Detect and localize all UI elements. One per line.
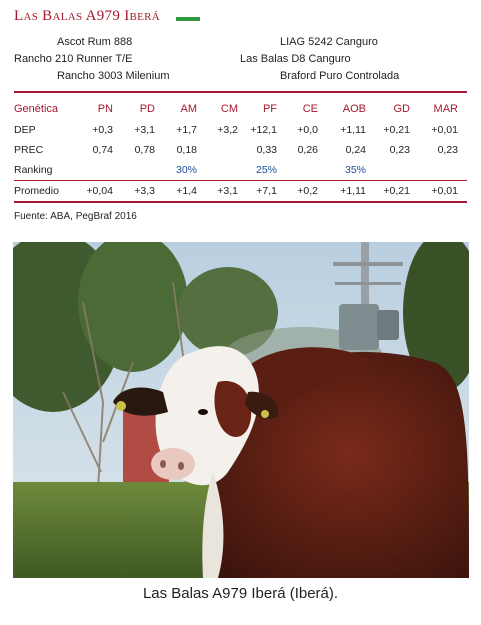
cell-promedio-cm: +3,1: [204, 185, 238, 197]
source-note: Fuente: ABA, PegBraf 2016: [14, 211, 137, 222]
title-accent-bar: [176, 17, 200, 21]
table-mid-rule: [14, 180, 467, 181]
pedigree-dam: Las Balas D8 Canguro: [240, 53, 351, 65]
cell-promedio-pn: +0,04: [79, 185, 113, 197]
cell-prec-ce: 0,26: [288, 144, 318, 156]
col-header-ce: CE: [288, 103, 318, 115]
cell-promedio-pd: +3,3: [121, 185, 155, 197]
pedigree-dam-sire: LIAG 5242 Canguro: [280, 36, 378, 48]
cell-prec-aob: 0,24: [332, 144, 366, 156]
cell-dep-cm: +3,2: [208, 124, 238, 136]
col-header-am: AM: [167, 103, 197, 115]
col-header-pf: PF: [247, 103, 277, 115]
cell-dep-pd: +3,1: [125, 124, 155, 136]
bull-photo: [13, 242, 469, 578]
cell-promedio-gd: +0,21: [376, 185, 410, 197]
cell-prec-pf: 0,33: [243, 144, 277, 156]
cell-dep-pf: +12,1: [243, 124, 277, 136]
cell-ranking-aob: 35%: [332, 164, 366, 176]
pedigree-dam-dam: Braford Puro Controlada: [280, 70, 399, 82]
cell-prec-gd: 0,23: [376, 144, 410, 156]
col-header-pn: PN: [83, 103, 113, 115]
cell-dep-gd: +0,21: [376, 124, 410, 136]
pedigree-sire: Rancho 210 Runner T/E: [14, 53, 132, 65]
col-header-pd: PD: [125, 103, 155, 115]
cell-ranking-pf: 25%: [243, 164, 277, 176]
cell-dep-aob: +1,11: [332, 124, 366, 136]
cell-promedio-pf: +7,1: [243, 185, 277, 197]
cell-prec-pn: 0,74: [83, 144, 113, 156]
table-bottom-rule: [14, 201, 467, 203]
col-header-cm: CM: [208, 103, 238, 115]
cell-dep-am: +1,7: [167, 124, 197, 136]
cell-dep-pn: +0,3: [83, 124, 113, 136]
cell-prec-pd: 0,78: [125, 144, 155, 156]
row-label-promedio: Promedio: [14, 185, 59, 197]
cell-prec-mar: 0,23: [424, 144, 458, 156]
row-label-dep: DEP: [14, 124, 36, 136]
photo-caption: Las Balas A979 Iberá (Iberá).: [0, 585, 481, 602]
cell-ranking-am: 30%: [167, 164, 197, 176]
cell-promedio-mar: +0,01: [424, 185, 458, 197]
table-header-label: Genética: [14, 103, 58, 115]
cell-promedio-aob: +1,11: [332, 185, 366, 197]
table-top-rule: [14, 91, 467, 93]
page-title: Las Balas A979 Iberá: [14, 8, 160, 25]
col-header-mar: MAR: [424, 103, 458, 115]
cell-promedio-ce: +0,2: [284, 185, 318, 197]
pedigree-sire-dam: Rancho 3003 Milenium: [57, 70, 170, 82]
cell-promedio-am: +1,4: [163, 185, 197, 197]
col-header-aob: AOB: [332, 103, 366, 115]
cell-dep-mar: +0,01: [424, 124, 458, 136]
col-header-gd: GD: [380, 103, 410, 115]
row-label-prec: PREC: [14, 144, 43, 156]
pedigree-sire-sire: Ascot Rum 888: [57, 36, 132, 48]
row-label-ranking: Ranking: [14, 164, 53, 176]
cell-dep-ce: +0,0: [288, 124, 318, 136]
cell-prec-am: 0,18: [167, 144, 197, 156]
